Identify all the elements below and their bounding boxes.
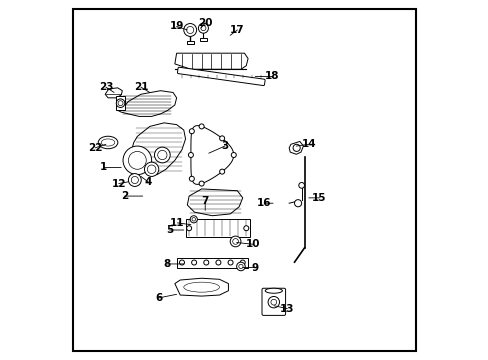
Text: 7: 7: [201, 197, 208, 206]
Circle shape: [216, 260, 221, 265]
Circle shape: [157, 150, 166, 159]
Text: 14: 14: [301, 139, 315, 149]
Text: 10: 10: [245, 239, 260, 249]
Circle shape: [203, 260, 208, 265]
Circle shape: [236, 262, 244, 271]
Circle shape: [190, 216, 197, 223]
Polygon shape: [175, 278, 228, 296]
Polygon shape: [105, 88, 122, 98]
Circle shape: [186, 26, 193, 33]
Circle shape: [128, 152, 146, 169]
Circle shape: [188, 153, 193, 157]
Circle shape: [128, 174, 141, 186]
Ellipse shape: [183, 282, 219, 292]
Text: 5: 5: [165, 225, 173, 235]
Circle shape: [189, 176, 194, 181]
Circle shape: [131, 176, 138, 184]
Circle shape: [186, 226, 191, 231]
Ellipse shape: [264, 288, 282, 293]
Text: 1: 1: [100, 162, 107, 172]
Text: 20: 20: [198, 18, 212, 28]
Circle shape: [191, 260, 196, 265]
Circle shape: [132, 156, 142, 165]
Circle shape: [183, 23, 196, 36]
Ellipse shape: [101, 139, 115, 146]
Text: 13: 13: [280, 303, 294, 314]
Circle shape: [292, 144, 300, 152]
Polygon shape: [175, 53, 247, 69]
Circle shape: [192, 217, 195, 221]
Text: 23: 23: [99, 82, 113, 92]
Circle shape: [198, 23, 208, 33]
Text: 18: 18: [264, 71, 279, 81]
FancyBboxPatch shape: [177, 67, 264, 86]
Circle shape: [240, 260, 244, 265]
Text: 12: 12: [111, 179, 126, 189]
Circle shape: [238, 264, 243, 269]
Text: 11: 11: [170, 218, 184, 228]
Circle shape: [147, 165, 156, 174]
Text: 9: 9: [251, 262, 258, 273]
Circle shape: [232, 239, 238, 244]
Text: 2: 2: [121, 191, 128, 201]
Circle shape: [199, 124, 203, 129]
Polygon shape: [187, 189, 242, 216]
Polygon shape: [118, 91, 176, 116]
Ellipse shape: [98, 136, 118, 149]
Text: 6: 6: [155, 293, 162, 303]
Bar: [186, 41, 193, 44]
Circle shape: [118, 101, 123, 106]
Circle shape: [199, 181, 203, 186]
Text: 16: 16: [256, 198, 271, 208]
Circle shape: [230, 236, 241, 247]
Text: 21: 21: [133, 82, 148, 92]
Circle shape: [201, 26, 205, 31]
Text: 8: 8: [163, 259, 170, 269]
Circle shape: [231, 153, 236, 157]
Text: 15: 15: [312, 193, 326, 203]
Circle shape: [227, 260, 233, 265]
Text: 3: 3: [221, 141, 228, 151]
Circle shape: [298, 183, 304, 188]
Polygon shape: [288, 141, 303, 154]
Circle shape: [244, 226, 248, 231]
Text: 4: 4: [144, 177, 151, 187]
Text: 19: 19: [169, 21, 183, 31]
Circle shape: [294, 200, 301, 207]
Circle shape: [179, 260, 184, 265]
Circle shape: [189, 129, 194, 134]
Bar: [200, 38, 206, 41]
Circle shape: [116, 99, 124, 108]
Text: 17: 17: [229, 25, 244, 35]
FancyBboxPatch shape: [262, 288, 285, 315]
Polygon shape: [131, 123, 185, 175]
Circle shape: [270, 299, 276, 305]
Bar: [185, 219, 249, 237]
Text: 22: 22: [88, 143, 102, 153]
Circle shape: [123, 146, 151, 175]
Circle shape: [144, 162, 159, 176]
Circle shape: [219, 169, 224, 174]
Circle shape: [219, 136, 224, 141]
Bar: [116, 96, 124, 111]
Circle shape: [154, 147, 170, 163]
Bar: [176, 257, 247, 267]
Circle shape: [267, 296, 279, 308]
